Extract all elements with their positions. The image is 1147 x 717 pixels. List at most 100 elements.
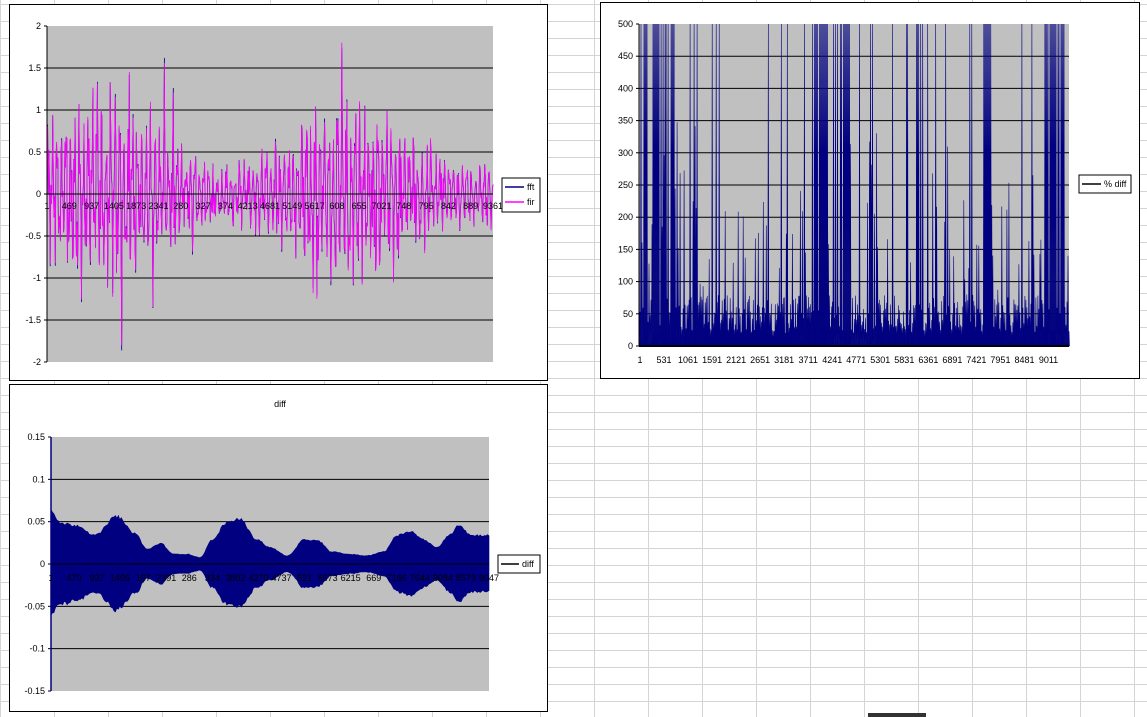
x-tick-label: 531 xyxy=(657,355,672,365)
y-tick-label: 500 xyxy=(618,19,633,29)
x-tick-label: 8579 xyxy=(456,573,476,583)
series-area-percent-diff xyxy=(638,23,1070,347)
x-tick-label: 842 xyxy=(441,201,456,211)
y-tick-label: 0 xyxy=(628,341,633,351)
x-tick-label: 280 xyxy=(173,201,188,211)
x-tick-label: 374 xyxy=(218,201,233,211)
x-tick-label: 937 xyxy=(84,201,99,211)
x-tick-label: 1591 xyxy=(702,355,722,365)
y-tick-label: 450 xyxy=(618,51,633,61)
x-tick-label: 1405 xyxy=(104,201,124,211)
x-tick-label: 8481 xyxy=(1014,355,1034,365)
x-tick-label: 5149 xyxy=(282,201,302,211)
x-tick-label: 655 xyxy=(352,201,367,211)
x-tick-label: 1 xyxy=(48,573,53,583)
x-tick-label: 2651 xyxy=(750,355,770,365)
x-tick-label: 521 xyxy=(297,573,312,583)
x-tick-label: 4737 xyxy=(272,573,292,583)
x-tick-label: 4270 xyxy=(248,573,268,583)
y-tick-label: 0.15 xyxy=(27,432,45,442)
x-tick-label: 4771 xyxy=(846,355,866,365)
x-tick-label: 187 xyxy=(136,573,151,583)
sheet-scrollbar-thumb[interactable] xyxy=(868,713,926,717)
y-tick-label: 300 xyxy=(618,148,633,158)
x-tick-label: 748 xyxy=(396,201,411,211)
x-tick-label: 937 xyxy=(90,573,105,583)
y-tick-label: 0.1 xyxy=(32,474,45,484)
chart-diff[interactable]: diff 0.15 0.1 0.05 0 -0.05 -0.1 -0.15 1 470 937 140… xyxy=(9,384,548,712)
y-tick-label: 50 xyxy=(623,309,633,319)
x-tick-label: 1873 xyxy=(126,201,146,211)
x-tick-label: 795 xyxy=(419,201,434,211)
x-tick-label: 5301 xyxy=(870,355,890,365)
x-tick-label: 8084 xyxy=(433,573,453,583)
x-tick-label: 7644 xyxy=(410,573,430,583)
x-tick-label: 7021 xyxy=(371,201,391,211)
x-tick-label: 3802 xyxy=(225,573,245,583)
x-tick-label: 4213 xyxy=(238,201,258,211)
legend-box xyxy=(1078,174,1132,194)
y-tick-label: 100 xyxy=(618,277,633,287)
x-tick-label: 7166 xyxy=(387,573,407,583)
x-tick-label: 4241 xyxy=(822,355,842,365)
x-tick-label: 1061 xyxy=(678,355,698,365)
x-tick-label: 7951 xyxy=(990,355,1010,365)
x-tick-label: 889 xyxy=(463,201,478,211)
y-tick-label: 0.05 xyxy=(27,517,45,527)
legend-label-diff: diff xyxy=(522,559,534,569)
x-tick-label: 9047 xyxy=(479,573,499,583)
x-tick-label: 327 xyxy=(196,201,211,211)
y-tick-label: 1.5 xyxy=(28,63,41,73)
y-tick-label: 1 xyxy=(36,105,41,115)
x-tick-label: 1 xyxy=(637,355,642,365)
x-tick-label: 286 xyxy=(182,573,197,583)
x-tick-label: 5673 xyxy=(318,573,338,583)
y-tick-label: -0.15 xyxy=(24,686,45,696)
y-tick-label: 0 xyxy=(40,559,45,569)
y-tick-label: 2 xyxy=(36,21,41,31)
y-tick-label: -0.05 xyxy=(24,601,45,611)
x-tick-label: 9361 xyxy=(483,201,503,211)
y-tick-label: 150 xyxy=(618,244,633,254)
x-tick-label: 7421 xyxy=(966,355,986,365)
x-tick-label: 6215 xyxy=(341,573,361,583)
x-tick-label: 6361 xyxy=(918,355,938,365)
x-tick-label: 334 xyxy=(205,573,220,583)
x-tick-label: 3181 xyxy=(774,355,794,365)
y-tick-label: -1.5 xyxy=(25,315,41,325)
y-tick-label: -0.5 xyxy=(25,231,41,241)
x-tick-label: 6891 xyxy=(942,355,962,365)
y-tick-label: 350 xyxy=(618,116,633,126)
x-tick-label: 5617 xyxy=(305,201,325,211)
y-tick-label: 200 xyxy=(618,212,633,222)
y-tick-label: 250 xyxy=(618,180,633,190)
y-tick-label: 0 xyxy=(36,189,41,199)
x-tick-label: 5831 xyxy=(894,355,914,365)
x-tick-label: 4681 xyxy=(260,201,280,211)
x-tick-label: 469 xyxy=(62,201,77,211)
x-tick-label: 608 xyxy=(329,201,344,211)
y-tick-label: 0.5 xyxy=(28,147,41,157)
x-tick-label: 3711 xyxy=(799,355,818,365)
chart-diff-svg: diff 0.15 0.1 0.05 0 -0.05 -0.1 -0.15 1 470 937 140… xyxy=(24,399,541,696)
chart-title: diff xyxy=(274,399,286,409)
x-tick-label: 2391 xyxy=(156,573,176,583)
chart-fft-fir[interactable]: 21.510.50-0.5-1-1.5-21469937140518732341… xyxy=(9,4,548,381)
x-tick-label: 470 xyxy=(67,573,82,583)
y-tick-label: -2 xyxy=(33,357,41,367)
legend-label-fft: fft xyxy=(527,182,535,192)
x-tick-label: 669 xyxy=(366,573,381,583)
x-tick-label: 9011 xyxy=(1039,355,1058,365)
series-line-fir xyxy=(46,42,494,346)
x-tick-label: 2121 xyxy=(726,355,746,365)
legend-box xyxy=(501,177,541,213)
y-tick-label: -1 xyxy=(33,273,41,283)
chart-fft-fir-svg: 21.510.50-0.5-1-1.5-21469937140518732341… xyxy=(25,21,541,367)
chart-percent-diff[interactable]: 500 450 400 350 300 250 200 150 100 50 0 1 531 1061 15… xyxy=(600,2,1140,379)
y-tick-label: 400 xyxy=(618,83,633,93)
x-tick-label: 2341 xyxy=(148,201,168,211)
legend-label-percent-diff: % diff xyxy=(1104,179,1127,189)
series-area-diff xyxy=(50,509,490,617)
y-tick-label: -0.1 xyxy=(29,644,45,654)
